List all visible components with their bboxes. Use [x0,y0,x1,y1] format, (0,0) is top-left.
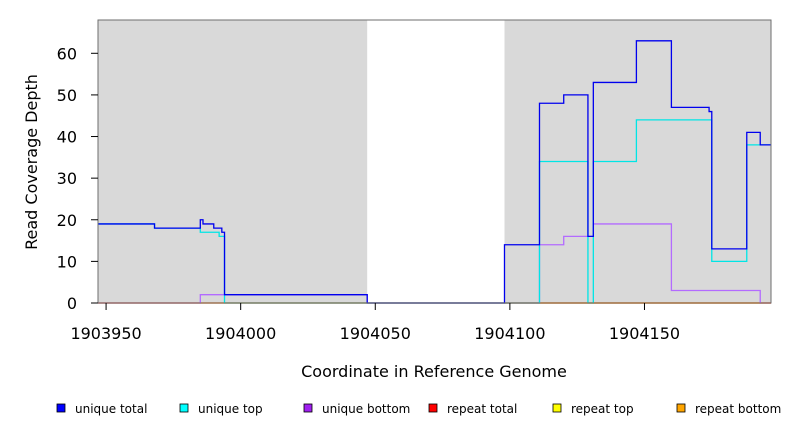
legend-item-repeat-bottom: repeat bottom [676,402,781,416]
legend-item-unique-total: unique total [56,402,147,416]
plot-frame [97,19,772,304]
legend-item-unique-bottom: unique bottom [303,402,410,416]
legend-swatch-unique-bottom [303,403,313,413]
series-unique-total-line [98,40,771,304]
shaded-region-1 [98,20,368,303]
legend-label-unique-bottom: unique bottom [322,402,410,416]
y-tick-label-60: 60 [57,44,77,63]
legend-swatch-unique-total [56,403,66,413]
x-tick-label-1904000: 1904000 [205,324,276,343]
x-axis: 1903950 1904000 1904050 1904100 1904150 [70,303,680,343]
legend: unique total unique top unique bottom repea… [56,402,781,416]
y-tick-label-10: 10 [57,252,77,271]
legend-swatch-repeat-top [552,403,562,413]
legend-item-repeat-top: repeat top [552,402,634,416]
y-tick-label-30: 30 [57,169,77,188]
x-tick-label-1903950: 1903950 [70,324,141,343]
legend-label-unique-total: unique total [75,402,147,416]
plot-background [98,20,771,303]
legend-label-repeat-total: repeat total [447,402,517,416]
y-axis: 0 10 20 30 40 50 60 [57,44,98,313]
x-axis-title: Coordinate in Reference Genome [301,362,567,381]
legend-item-repeat-total: repeat total [428,402,517,416]
y-tick-label-50: 50 [57,86,77,105]
legend-swatch-repeat-total [428,403,438,413]
plot-border [97,19,772,304]
y-tick-label-20: 20 [57,211,77,230]
x-tick-label-1904050: 1904050 [340,324,411,343]
legend-label-unique-top: unique top [198,402,263,416]
y-axis-title: Read Coverage Depth [22,74,41,250]
x-tick-label-1904150: 1904150 [609,324,680,343]
y-tick-label-0: 0 [67,294,77,313]
legend-swatch-repeat-bottom [676,403,686,413]
legend-label-repeat-bottom: repeat bottom [695,402,781,416]
y-tick-label-40: 40 [57,128,77,147]
x-tick-label-1904100: 1904100 [474,324,545,343]
legend-swatch-unique-top [179,403,189,413]
legend-item-unique-top: unique top [179,402,263,416]
legend-label-repeat-top: repeat top [571,402,634,416]
